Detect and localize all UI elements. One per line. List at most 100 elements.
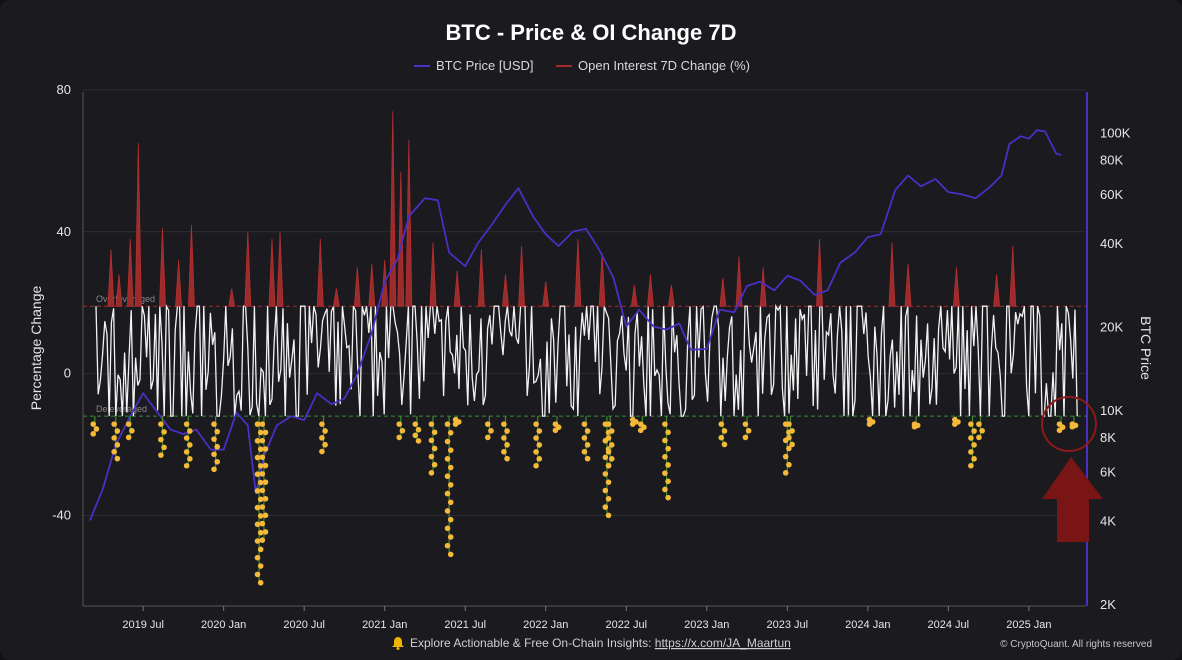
- deleverage-dot: [259, 487, 266, 494]
- deleverage-dot: [444, 473, 451, 480]
- deleverage-dot: [484, 434, 491, 441]
- oi-spike: [759, 267, 767, 307]
- deleverage-dot: [259, 471, 266, 477]
- footer-text: Explore Actionable & Free On-Chain Insig…: [410, 636, 791, 650]
- chart-title: BTC - Price & OI Change 7D: [446, 20, 737, 45]
- oi-spike: [542, 281, 550, 307]
- deleverage-dot: [444, 525, 451, 532]
- bell-icon: [392, 637, 404, 650]
- oi-spike: [332, 288, 340, 307]
- deleverage-dot: [581, 421, 588, 427]
- deleverage-dot: [484, 421, 491, 427]
- deleverage-dot: [444, 456, 451, 462]
- deleverage-dot: [211, 421, 217, 427]
- right-tick-80K: 80K: [1100, 152, 1123, 167]
- deleverage-dot: [259, 421, 266, 427]
- deleverage-dot: [665, 494, 671, 501]
- deleverage-dot: [665, 478, 671, 485]
- highlight-circle: [1041, 396, 1097, 452]
- x-tick-label: 2023 Jan: [684, 619, 729, 631]
- deleverage-dot: [259, 437, 266, 444]
- x-tick-label: 2021 Jan: [362, 619, 407, 631]
- footer-link[interactable]: https://x.com/JA_Maartun: [655, 636, 791, 650]
- deleverage-dot: [214, 443, 221, 450]
- legend-label-btc-price[interactable]: BTC Price [USD]: [436, 58, 534, 73]
- deleverage-dot: [665, 429, 671, 436]
- deleverage-dot: [665, 462, 671, 468]
- deleverage-dot: [257, 563, 264, 569]
- oi-spike: [719, 277, 727, 307]
- deleverage-dot: [262, 446, 269, 452]
- x-tick-label: 2024 Jan: [845, 619, 890, 631]
- deleverage-dot: [447, 482, 454, 488]
- deleverage-dot: [111, 421, 117, 427]
- grid: [83, 89, 1086, 516]
- oi-spike: [353, 267, 361, 307]
- x-tick-label: 2025 Jan: [1006, 619, 1051, 631]
- deleverage-dot: [262, 462, 269, 469]
- deleverage-dot: [161, 444, 167, 451]
- oi-spike: [276, 231, 284, 307]
- legend-label-oi-change[interactable]: Open Interest 7D Change (%): [578, 58, 750, 73]
- right-tick-40K: 40K: [1100, 236, 1123, 251]
- deleverage-dot: [968, 462, 974, 469]
- x-tick-label: 2020 Jan: [201, 619, 246, 631]
- deleverage-dot: [976, 421, 982, 427]
- deleverage-dot: [533, 449, 539, 455]
- right-tick-10K: 10K: [1100, 403, 1123, 418]
- oi-spike: [888, 242, 896, 307]
- deleverage-dot: [504, 455, 510, 462]
- deleverage-dot: [605, 435, 612, 441]
- deleverage-dot: [262, 529, 269, 535]
- deleverage-dot: [447, 534, 454, 540]
- deleverage-dot: [911, 423, 918, 430]
- x-tick-label: 2022 Jan: [523, 619, 568, 631]
- deleverage-dot: [183, 449, 190, 455]
- deleverage-dot: [721, 441, 728, 448]
- deleverage-dot: [584, 442, 591, 448]
- deleverage-dot: [742, 421, 749, 427]
- oi-spike: [667, 284, 675, 307]
- deleverage-dot: [786, 421, 792, 427]
- deleverage-dot: [584, 455, 591, 462]
- right-axis-title: BTC Price: [1138, 316, 1154, 380]
- deleverage-dot: [789, 441, 795, 448]
- deleverage-dot: [444, 490, 451, 497]
- deleverage-dot: [114, 455, 121, 462]
- deleverage-dot: [447, 499, 454, 506]
- deleverage-dot: [111, 448, 117, 455]
- x-tick-label: 2020 Jul: [283, 619, 325, 631]
- up-arrow-icon: [1042, 457, 1103, 542]
- deleverage-dot: [257, 479, 264, 486]
- deleverage-dot: [396, 434, 403, 441]
- deleverage-dot: [187, 442, 193, 448]
- x-tick-label: 2019 Jul: [122, 619, 164, 631]
- deleverage-dot: [257, 463, 264, 469]
- deleverage-dot: [125, 434, 132, 441]
- oi-spike: [175, 260, 182, 307]
- right-tick-4K: 4K: [1100, 513, 1116, 528]
- legend[interactable]: BTC Price [USD] Open Interest 7D Change …: [414, 58, 750, 73]
- deleverage-dot: [319, 448, 325, 455]
- deleverage-dot: [605, 479, 612, 485]
- deleverage-dot: [665, 445, 671, 452]
- deleverage-dot: [1056, 427, 1063, 434]
- deleverage-dot: [257, 579, 264, 586]
- deleverage-dot: [488, 427, 494, 434]
- deleverage-dot: [254, 488, 261, 494]
- oi-spike: [126, 238, 134, 307]
- deleverage-dot: [396, 421, 403, 427]
- deleverage-dot: [125, 421, 132, 427]
- deleverage-dot: [718, 421, 725, 427]
- deleverage-dot: [605, 421, 612, 427]
- deleverage-dot: [718, 434, 725, 441]
- deleverage-dot: [605, 462, 612, 469]
- deleverage-dot: [533, 421, 539, 427]
- deleverage-dot: [412, 421, 419, 427]
- oi-spike: [115, 274, 123, 307]
- deleverage-dot: [581, 448, 588, 455]
- left-tick-40: 40: [57, 224, 71, 239]
- oi-series: [95, 303, 1078, 418]
- deleverage-dot: [745, 427, 752, 434]
